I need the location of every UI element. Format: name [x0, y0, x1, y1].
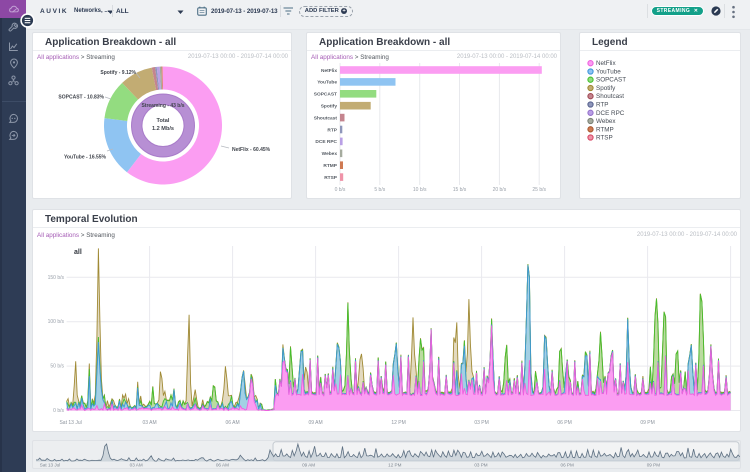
- svg-text:Sat 13 Jul: Sat 13 Jul: [40, 463, 60, 468]
- svg-text:15 b/s: 15 b/s: [453, 187, 467, 193]
- svg-text:RTP: RTP: [596, 102, 608, 109]
- svg-text:06 PM: 06 PM: [561, 463, 574, 468]
- svg-text:RTSP: RTSP: [596, 135, 613, 142]
- svg-text:Shoutcast: Shoutcast: [596, 93, 624, 100]
- svg-text:150 b/s: 150 b/s: [48, 275, 65, 281]
- svg-text:RTSP: RTSP: [324, 175, 338, 181]
- svg-text:20 b/s: 20 b/s: [493, 187, 507, 193]
- svg-text:09 PM: 09 PM: [640, 420, 654, 426]
- svg-text:06 AM: 06 AM: [216, 463, 229, 468]
- svg-text:Total: Total: [157, 118, 170, 124]
- svg-text:06 AM: 06 AM: [226, 420, 240, 426]
- svg-text:09 PM: 09 PM: [647, 463, 660, 468]
- svg-text:Streaming - 43 b/s: Streaming - 43 b/s: [141, 103, 184, 109]
- svg-text:NetFlix - 60.45%: NetFlix - 60.45%: [232, 147, 271, 153]
- svg-text:03 AM: 03 AM: [143, 420, 157, 426]
- svg-text:Spotify: Spotify: [596, 85, 616, 92]
- svg-text:RTMP: RTMP: [323, 163, 337, 169]
- svg-text:09 AM: 09 AM: [302, 463, 315, 468]
- svg-text:1.2 Mb/s: 1.2 Mb/s: [152, 126, 174, 132]
- svg-text:Spotify: Spotify: [321, 104, 338, 110]
- svg-text:Spotify - 9.12%: Spotify - 9.12%: [100, 70, 136, 76]
- svg-text:RTMP: RTMP: [596, 126, 614, 133]
- svg-text:09 AM: 09 AM: [309, 420, 323, 426]
- svg-text:Sat 13 Jul: Sat 13 Jul: [59, 420, 81, 426]
- svg-text:Webex: Webex: [596, 118, 616, 125]
- svg-text:0 b/s: 0 b/s: [335, 187, 346, 193]
- svg-text:SOPCAST - 10.83%: SOPCAST - 10.83%: [58, 95, 104, 101]
- svg-text:03 AM: 03 AM: [130, 463, 143, 468]
- svg-text:25 b/s: 25 b/s: [532, 187, 546, 193]
- svg-text:all: all: [74, 249, 82, 256]
- svg-text:12 PM: 12 PM: [388, 463, 401, 468]
- svg-text:100 b/s: 100 b/s: [48, 319, 65, 325]
- svg-text:10 b/s: 10 b/s: [413, 187, 427, 193]
- svg-text:NetFlix: NetFlix: [596, 60, 616, 67]
- svg-text:12 PM: 12 PM: [391, 420, 405, 426]
- svg-text:YouTube - 16.55%: YouTube - 16.55%: [64, 155, 107, 161]
- svg-text:0 b/s: 0 b/s: [53, 408, 64, 414]
- svg-text:SOPCAST: SOPCAST: [596, 77, 626, 84]
- svg-text:YouTube: YouTube: [596, 69, 621, 76]
- svg-text:Webex: Webex: [322, 151, 338, 157]
- svg-text:DCE RPC: DCE RPC: [315, 139, 337, 145]
- svg-text:YouTube: YouTube: [317, 80, 337, 86]
- svg-text:NetFlix: NetFlix: [321, 68, 337, 74]
- svg-text:Shoutcast: Shoutcast: [314, 115, 338, 121]
- svg-text:SOPCAST: SOPCAST: [314, 92, 337, 98]
- svg-text:DCE RPC: DCE RPC: [596, 110, 625, 117]
- svg-text:03 PM: 03 PM: [474, 420, 488, 426]
- svg-text:RTP: RTP: [327, 127, 337, 133]
- svg-text:03 PM: 03 PM: [474, 463, 487, 468]
- svg-text:06 PM: 06 PM: [557, 420, 571, 426]
- svg-text:5 b/s: 5 b/s: [374, 187, 385, 193]
- svg-text:50 b/s: 50 b/s: [50, 364, 64, 370]
